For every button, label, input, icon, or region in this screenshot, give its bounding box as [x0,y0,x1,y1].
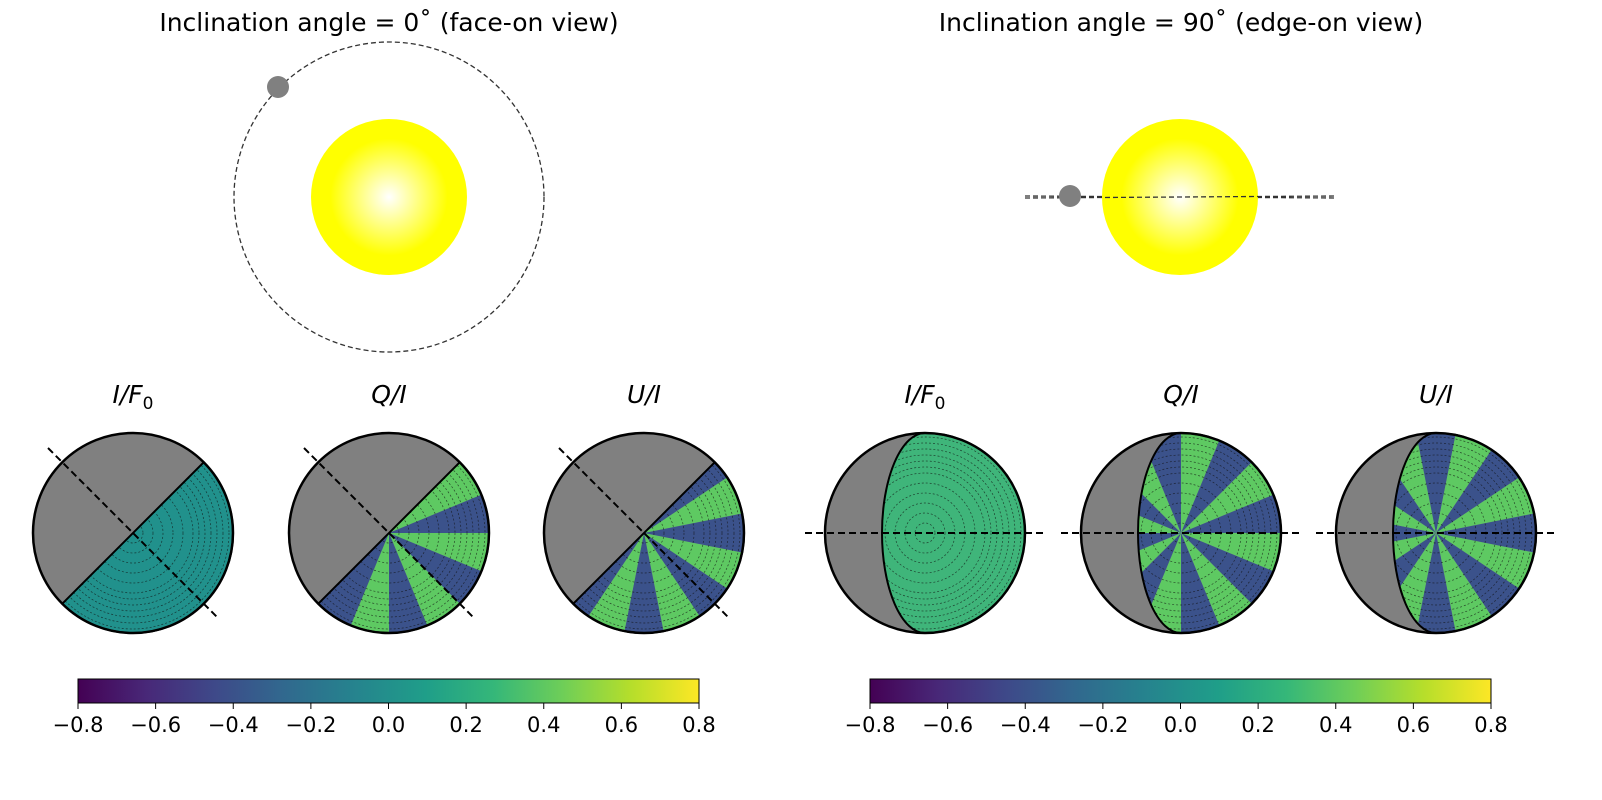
latitude-ring [914,522,936,544]
colorbar-tick-label: 0.0 [372,713,405,737]
latitude-ring [318,462,462,606]
label-intensity-edge-on: I/F0 [904,380,945,414]
colorbar-tick-label: 0.0 [1164,713,1197,737]
polarization-wedge [1138,533,1181,633]
colorbar-tick-label: −0.4 [208,713,259,737]
orbit-plane-line [47,447,219,619]
colorbar-tick-label: 0.8 [682,713,715,737]
orbit-plane-line [558,447,730,619]
latitude-ring [66,466,200,600]
disc-q-edge-on [1061,431,1301,635]
colorbar-tick-label: 0.8 [1474,713,1507,737]
colorbar-tick-label: −0.6 [130,713,181,737]
disc-outline [542,431,746,635]
latitude-ring [1138,466,1248,600]
colorbar-tick-label: 0.2 [449,713,482,737]
latitude-ring [1393,466,1503,600]
face-on-title: Inclination angle = 0˚ (face-on view) [159,8,618,37]
latitude-ring [1160,512,1202,554]
colorbar-gradient [869,678,1492,704]
colorbar-gradient [77,678,700,704]
orbit-circle [233,41,545,353]
colorbar-tick-label: −0.2 [285,713,336,737]
colorbar-tick-label: −0.2 [1077,713,1128,737]
latitude-ring [904,512,946,554]
polarization-wedge [1138,533,1181,583]
colorbar-tick-label: −0.4 [1000,713,1051,737]
latitude-ring [122,522,144,544]
planet-discs [31,431,1556,635]
colorbar-tick-label: −0.6 [922,713,973,737]
polarization-wedge [1393,433,1436,533]
polarization-wedge [1393,533,1436,606]
latitude-ring [882,466,992,600]
planet [267,76,289,98]
disc-u-edge-on [1316,431,1556,635]
planet [1059,185,1081,207]
panel-labels: I/F0 Q/I U/I I/F0 Q/I U/I [112,380,1453,414]
colorbar-left: −0.8 −0.6 −0.4 −0.2 0.0 0.2 0.4 0.6 0.8 [53,678,716,737]
latitude-ring [318,462,468,612]
disc-outline [287,431,491,635]
latitude-ring [577,466,711,600]
edge-on-system [1024,119,1337,275]
latitude-ring [62,462,206,606]
latitude-ring [318,462,486,630]
disc-q-face-on [287,431,491,635]
latitude-ring [573,462,741,630]
colorbar-right: −0.8 −0.6 −0.4 −0.2 0.0 0.2 0.4 0.6 0.8 [845,678,1508,737]
latitude-ring [1170,522,1192,544]
colorbar-tick-label: 0.4 [527,713,560,737]
polarization-wedge [1138,533,1181,625]
latitude-ring [573,462,717,606]
polarization-wedge [644,507,744,559]
disc-intensity-face-on [31,431,235,635]
label-intensity-face-on: I/F0 [112,380,153,414]
latitude-ring [322,466,456,600]
orbit-plane-line [303,447,475,619]
polarization-wedge [1138,441,1181,533]
colorbar-tick-label: 0.2 [1241,713,1274,737]
label-u-face-on: U/I [627,380,661,409]
label-q-face-on: Q/I [371,380,406,409]
disc-u-face-on [542,431,746,635]
latitude-ring [1415,512,1457,554]
label-u-edge-on: U/I [1419,380,1453,409]
colorbar-tick-label: −0.8 [845,713,896,737]
polarization-wedge [618,533,670,633]
latitude-ring [573,462,723,612]
latitude-ring [1425,522,1447,544]
colorbar-tick-label: 0.6 [1397,713,1430,737]
label-q-edge-on: Q/I [1163,380,1198,409]
edge-on-title: Inclination angle = 90˚ (edge-on view) [939,8,1423,37]
disc-intensity-edge-on [805,431,1045,635]
colorbar-tick-label: 0.4 [1319,713,1352,737]
colorbar-tick-label: 0.6 [605,713,638,737]
latitude-ring [318,462,480,624]
latitude-ring [62,462,212,612]
polarization-wedge [1393,460,1436,533]
latitude-ring [573,462,729,618]
disc-outline [31,431,235,635]
star [311,119,467,275]
polarization-wedge [1138,433,1181,533]
latitude-ring [62,462,230,630]
polarization-wedge [1138,483,1181,533]
latitude-ring [62,462,224,624]
latitude-ring [378,522,400,544]
colorbar-tick-label: −0.8 [53,713,104,737]
latitude-ring [62,462,218,618]
latitude-ring [573,462,735,624]
latitude-ring [318,462,474,618]
polarization-wedge [1436,507,1536,559]
polarization-wedge [1393,533,1436,633]
latitude-ring [633,522,655,544]
face-on-system [233,41,545,353]
